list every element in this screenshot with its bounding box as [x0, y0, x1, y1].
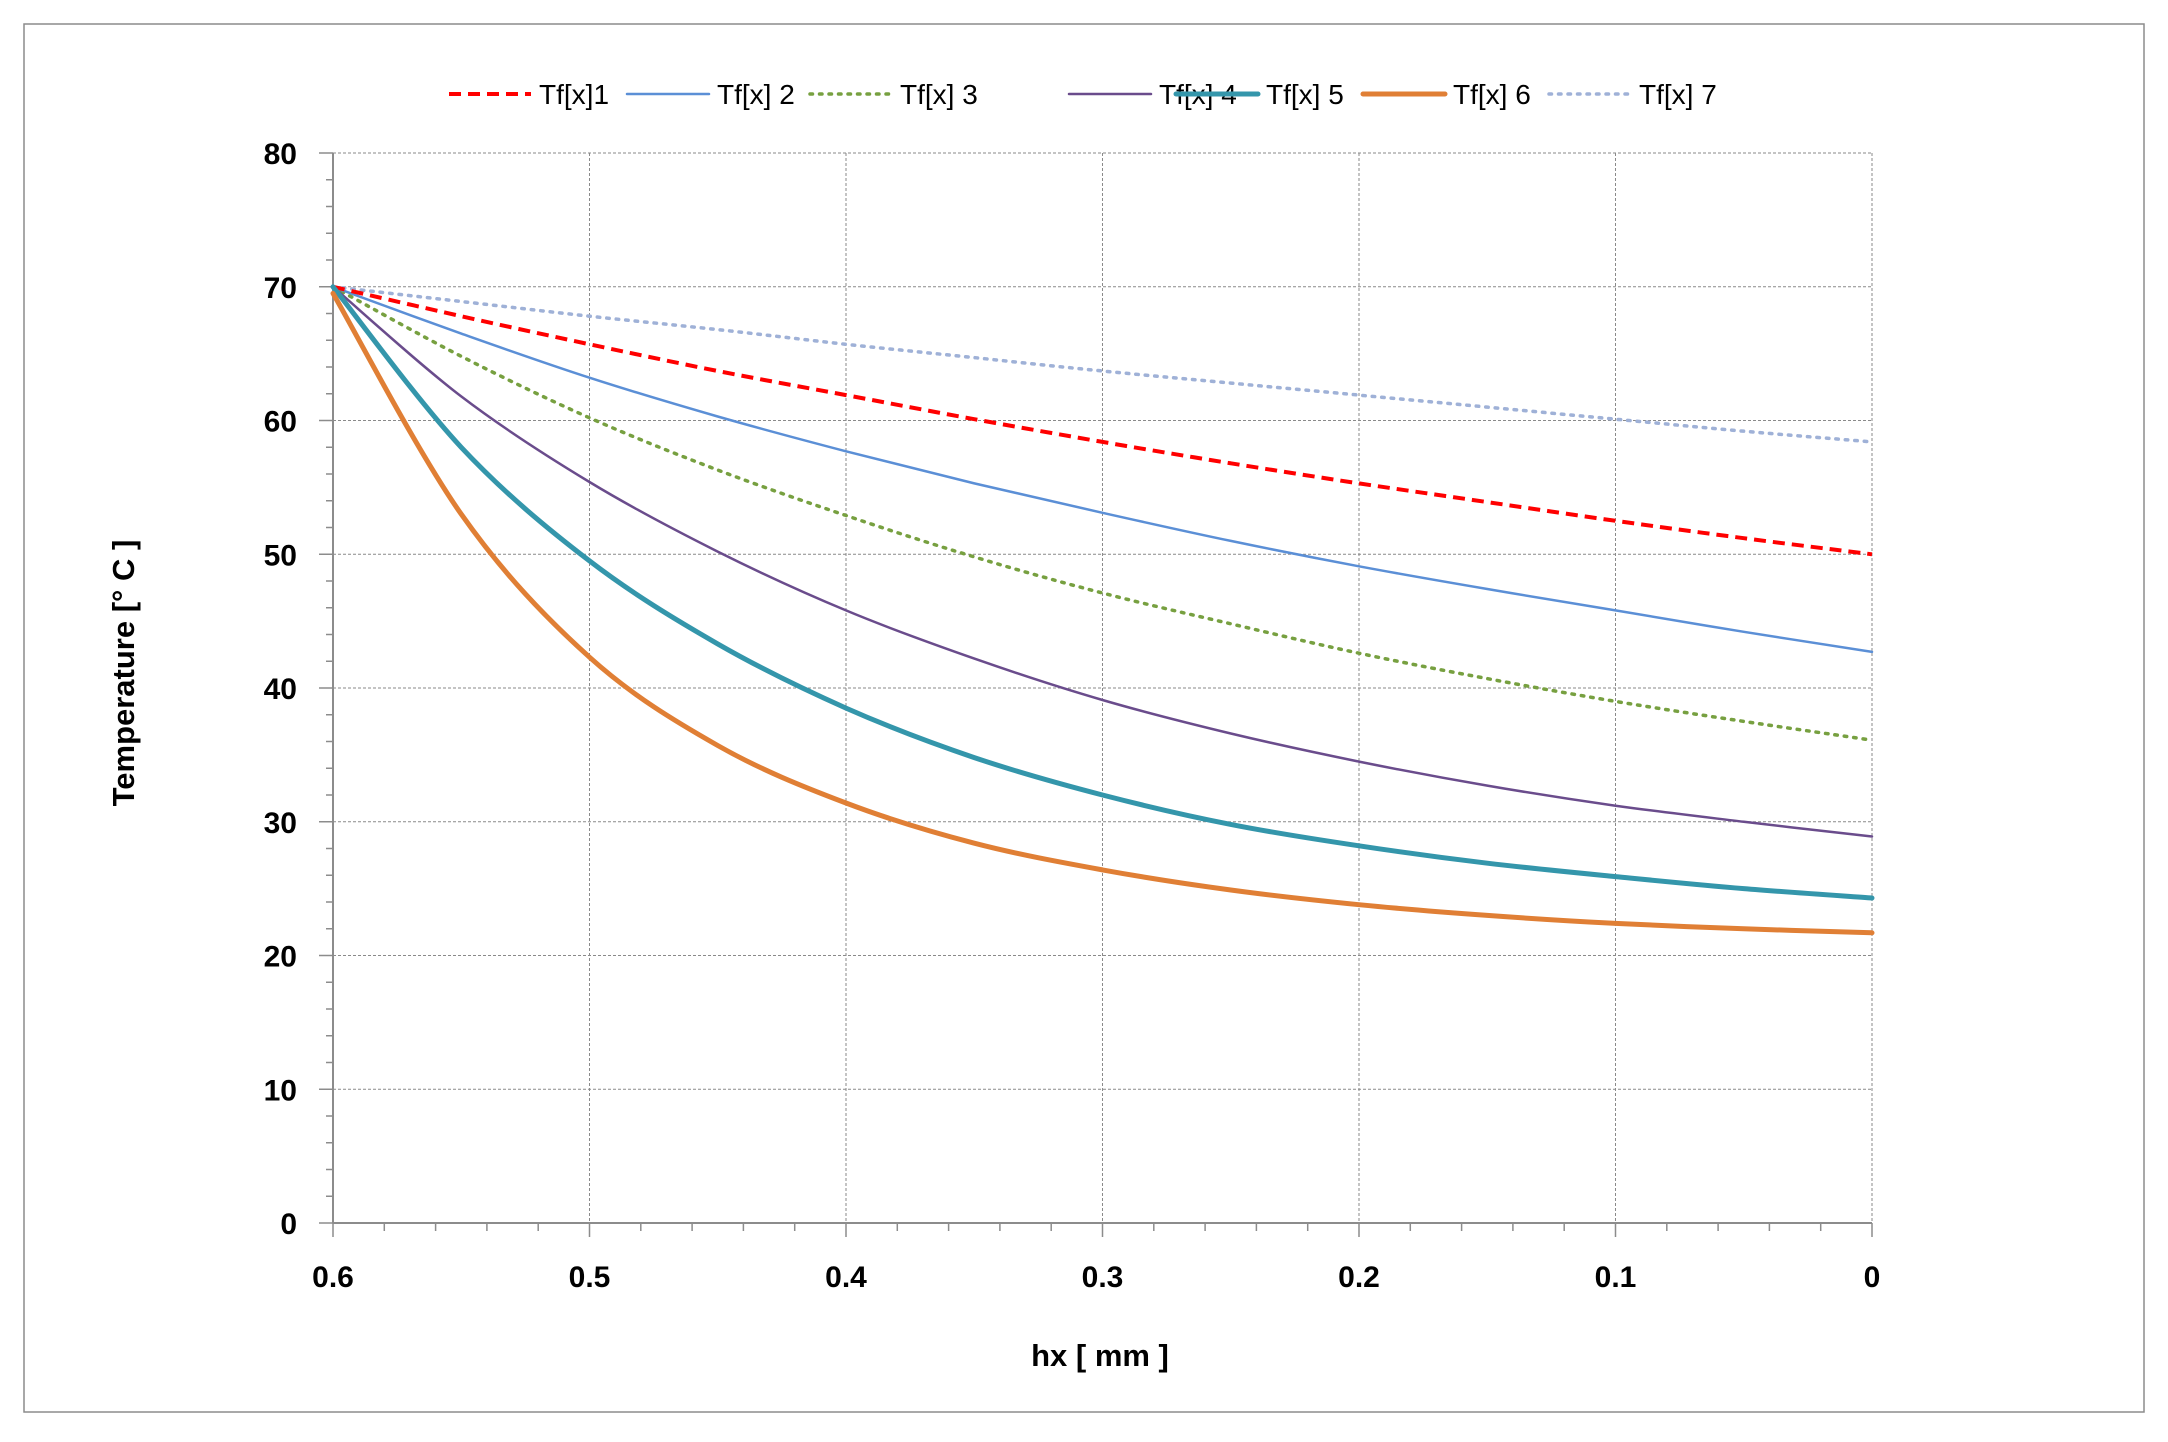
x-tick-label: 0.5 — [569, 1261, 611, 1294]
axes — [319, 152, 1873, 1237]
series-line-6 — [330, 290, 1875, 936]
data-series — [330, 284, 1875, 936]
x-axis-title: hx [ mm ] — [1031, 1338, 1169, 1373]
series-line-4 — [331, 285, 1874, 838]
y-tick-label: 0 — [280, 1208, 297, 1241]
series-line-3 — [331, 285, 1874, 742]
x-tick-label: 0.3 — [1082, 1261, 1124, 1294]
x-tick-label: 0.1 — [1595, 1261, 1637, 1294]
x-tick-label: 0.2 — [1338, 1261, 1380, 1294]
y-tick-label: 50 — [264, 539, 297, 572]
grid-lines — [333, 152, 1873, 1223]
legend-label-5: Tf[x] 5 — [1266, 79, 1344, 110]
chart-border — [23, 23, 2145, 1413]
y-tick-label: 80 — [264, 138, 297, 171]
y-tick-label: 20 — [264, 941, 297, 974]
y-axis-title: Temperature [° C ] — [106, 540, 141, 807]
tick-labels: 0 10 20 30 40 50 60 70 80 0.6 0.5 0.4 0.3 0.2 0.1 0 — [264, 138, 1881, 1294]
legend-label-3: Tf[x] 3 — [900, 79, 978, 110]
legend-label-1: Tf[x]1 — [539, 79, 609, 110]
series-line-1 — [332, 284, 1873, 557]
legend-label-7: Tf[x] 7 — [1639, 79, 1717, 110]
y-tick-label: 30 — [264, 807, 297, 840]
legend-label-2: Tf[x] 2 — [717, 79, 795, 110]
x-tick-label: 0 — [1864, 1261, 1881, 1294]
legend: Tf[x]1 Tf[x] 2 Tf[x] 3 Tf[x] 4 Tf[x] 5 Tf[x] … — [449, 79, 1717, 110]
y-tick-label: 60 — [264, 406, 297, 439]
y-tick-label: 40 — [264, 673, 297, 706]
series-line-5 — [330, 284, 1875, 901]
series-line-2 — [331, 285, 1874, 654]
series-line-7 — [331, 285, 1874, 444]
legend-label-6: Tf[x] 6 — [1453, 79, 1531, 110]
y-tick-label: 70 — [264, 272, 297, 305]
x-tick-label: 0.6 — [312, 1261, 354, 1294]
x-tick-label: 0.4 — [825, 1261, 867, 1294]
y-tick-label: 10 — [264, 1074, 297, 1107]
